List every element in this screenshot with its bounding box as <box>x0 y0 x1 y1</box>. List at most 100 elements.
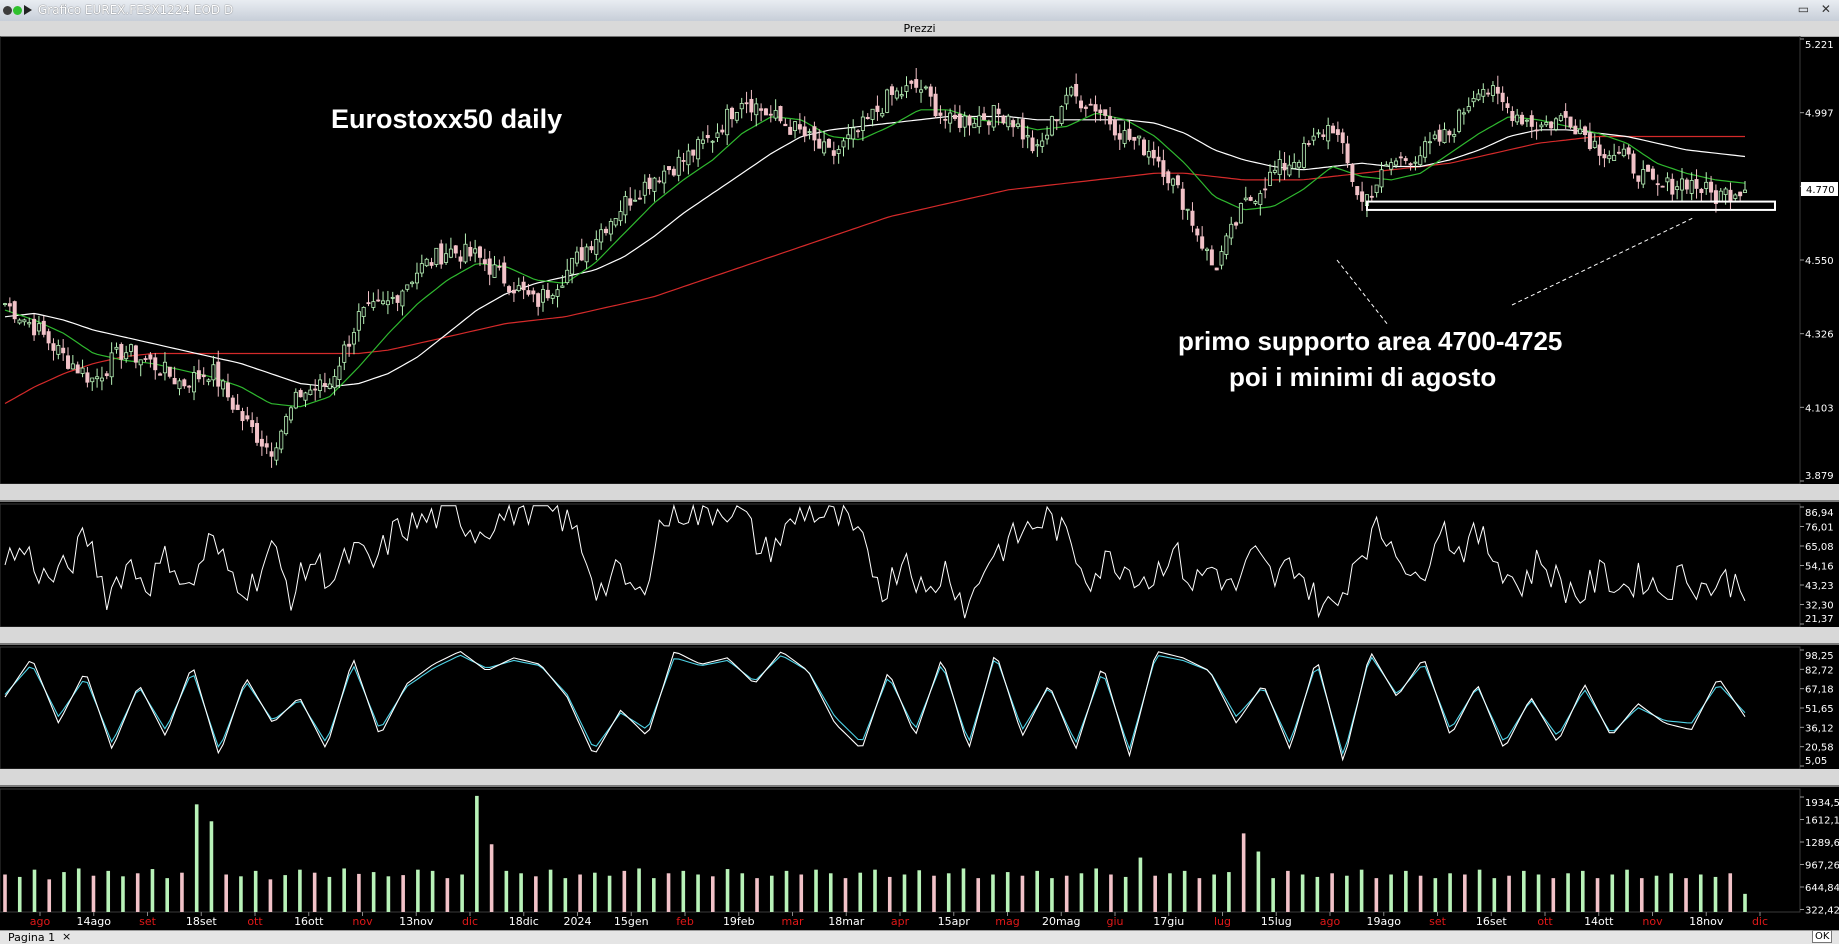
candle-body <box>749 98 754 113</box>
candle-body <box>1040 140 1045 147</box>
volume-bar <box>652 878 656 912</box>
status-bar: Pagina 1 × OK <box>0 930 1839 944</box>
volume-bar <box>961 868 966 912</box>
window-menu-icon[interactable] <box>3 6 12 15</box>
candle-body <box>1476 93 1481 101</box>
candle-body <box>1515 114 1520 123</box>
candle-body <box>574 251 579 264</box>
candle-body <box>1132 136 1137 141</box>
candle-body <box>32 318 37 336</box>
candle-body <box>923 86 928 89</box>
candle-body <box>1112 119 1117 136</box>
candle-body <box>739 103 744 110</box>
price-panel-title: Prezzi <box>903 22 936 35</box>
candle-body <box>1583 126 1588 136</box>
candle-body <box>899 94 904 97</box>
candle-body <box>1311 135 1316 141</box>
candle-body <box>516 285 521 291</box>
candle-body <box>802 126 807 137</box>
candle-body <box>332 376 337 389</box>
candle-body <box>1520 114 1525 125</box>
candle-body <box>1694 179 1699 189</box>
candle-body <box>269 451 274 457</box>
candle-body <box>1563 111 1568 118</box>
candle-body <box>279 430 284 450</box>
candle-body <box>928 86 933 97</box>
candle-body <box>734 112 739 121</box>
candle-body <box>1258 193 1263 205</box>
close-tab-icon[interactable]: × <box>62 930 72 943</box>
candle-body <box>1709 181 1714 193</box>
volume-bar <box>828 873 833 912</box>
candle-body <box>1704 181 1709 189</box>
volume-bar <box>1020 875 1025 912</box>
x-tick-label: 18set <box>186 915 217 928</box>
volume-bar <box>593 872 597 912</box>
candle-body <box>61 347 66 354</box>
candle-body <box>1030 137 1035 152</box>
x-tick-label: 19feb <box>723 915 755 928</box>
volume-bar <box>1168 873 1172 912</box>
candle-body <box>1166 171 1171 184</box>
ok-button[interactable]: OK <box>1812 930 1833 943</box>
window-controls[interactable]: ▭ ✕ <box>1797 2 1835 16</box>
candle-body <box>618 211 623 222</box>
y-tick-label: 1612,1K <box>1805 816 1839 827</box>
candle-body <box>211 364 216 381</box>
page-tab[interactable]: Pagina 1 <box>8 931 56 944</box>
x-axis: ago 14ago set 18set ott 16ott nov 13nov dic 18dic… <box>30 912 1768 928</box>
volume-bar <box>342 868 346 912</box>
candle-body <box>1660 185 1665 188</box>
volume-bar <box>460 874 464 912</box>
x-tick-label: 14ott <box>1584 915 1614 928</box>
volume-bar <box>1433 878 1438 912</box>
candle-body <box>686 150 691 166</box>
candle-body <box>952 114 957 119</box>
candle-body <box>1238 203 1243 224</box>
candle-body <box>1074 83 1079 97</box>
candle-body <box>720 129 725 133</box>
volume-bar <box>1227 872 1231 912</box>
candle-body <box>1025 135 1030 138</box>
candle-body <box>1108 115 1113 125</box>
candle-body <box>560 285 565 288</box>
volume-bar <box>710 876 715 912</box>
candle-body <box>1306 143 1311 145</box>
volume-bar <box>1684 878 1688 912</box>
volume-bar <box>1300 874 1305 912</box>
candle-body <box>1200 236 1205 249</box>
candle-body <box>148 354 153 360</box>
candle-body <box>3 303 8 305</box>
volume-bar <box>1713 876 1718 912</box>
candle-body <box>293 391 298 409</box>
volume-bar <box>725 869 730 912</box>
y-tick-label: 21,37 <box>1805 614 1834 625</box>
y-tick-label: 67,18 <box>1805 685 1834 696</box>
candle-body <box>448 248 453 258</box>
play-icon[interactable] <box>24 5 32 15</box>
candle-body <box>158 373 163 376</box>
candle-body <box>710 140 715 143</box>
candle-body <box>1301 143 1306 168</box>
x-tick-label: 2024 <box>564 915 592 928</box>
candle-body <box>972 122 977 129</box>
candle-body <box>264 443 269 448</box>
candle-body <box>327 383 332 389</box>
candle-body <box>1432 134 1437 140</box>
candle-body <box>1607 155 1612 160</box>
candle-body <box>763 108 768 116</box>
volume-bar <box>504 870 509 912</box>
candle-body <box>318 379 323 391</box>
chart-title-annotation: Eurostoxx50 daily <box>331 104 563 134</box>
candle-body <box>1316 132 1321 135</box>
candle-body <box>46 331 51 344</box>
x-tick-label: lug <box>1214 915 1231 928</box>
x-tick-label: nov <box>1642 915 1663 928</box>
x-tick-label: 13nov <box>399 915 434 928</box>
volume-bar <box>62 872 66 912</box>
y-tick-label: 51,65 <box>1805 704 1834 715</box>
x-tick-label: mag <box>995 915 1019 928</box>
x-tick-label: 20mag <box>1042 915 1080 928</box>
candle-body <box>1675 186 1680 190</box>
volume-bar <box>1330 873 1334 912</box>
